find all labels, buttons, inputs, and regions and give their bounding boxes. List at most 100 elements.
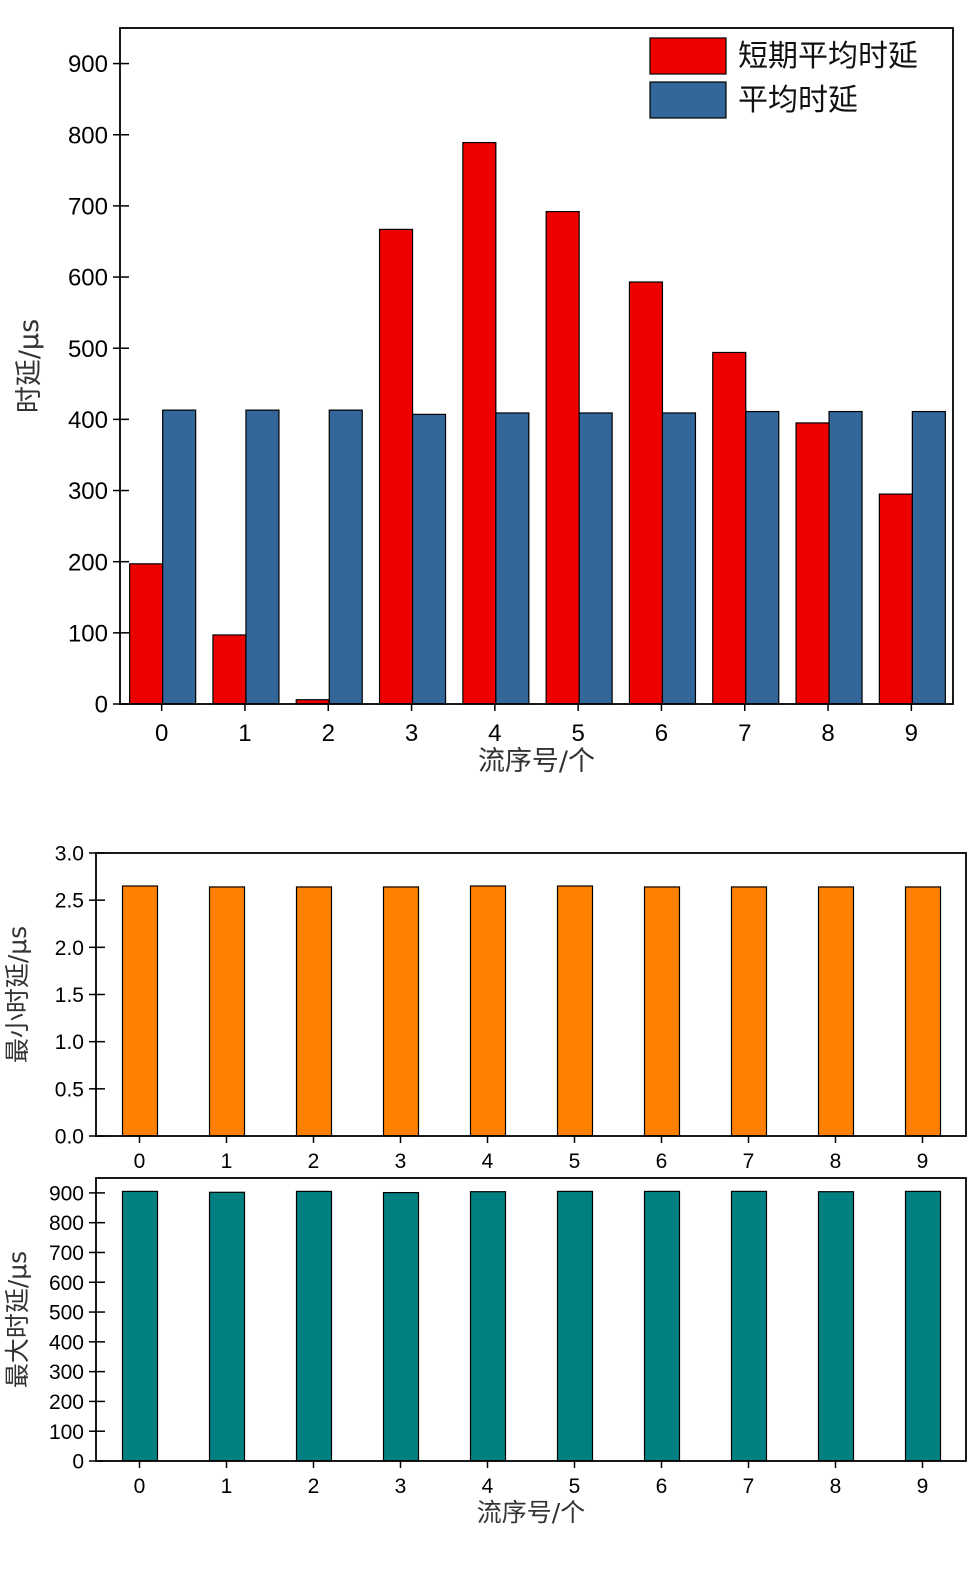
x-tick-label: 6 <box>656 1150 668 1173</box>
x-tick-label: 7 <box>738 720 751 747</box>
x-tick-label: 2 <box>308 1150 320 1173</box>
bar-series1-6 <box>643 886 681 1137</box>
bar-series1-1 <box>208 886 246 1137</box>
x-tick-label: 0 <box>155 720 168 747</box>
x-tick-label: 2 <box>308 1475 320 1498</box>
y-tick-label: 100 <box>68 620 108 647</box>
bar-series1-5 <box>545 210 580 705</box>
bar-series1-9 <box>904 886 942 1137</box>
bar-series1-7 <box>730 886 768 1137</box>
y-tick-label: 2.0 <box>55 937 84 960</box>
bar-series2-8 <box>828 410 863 705</box>
bar-series1-7 <box>730 1190 768 1462</box>
bar-series1-8 <box>817 886 855 1137</box>
x-tick-label: 4 <box>482 1475 494 1498</box>
x-axis-title: 流序号/个 <box>477 1498 585 1527</box>
bar-series1-0 <box>129 563 164 705</box>
legend-swatch-2 <box>649 81 727 119</box>
plot-frame <box>95 1177 967 1462</box>
x-tick-label: 0 <box>134 1475 146 1498</box>
bar-series1-9 <box>904 1190 942 1462</box>
x-tick-label: 9 <box>917 1150 929 1173</box>
bar-series1-6 <box>628 281 664 705</box>
bar-series1-4 <box>462 141 497 705</box>
y-tick-label: 1.0 <box>55 1031 84 1054</box>
x-tick-label: 3 <box>395 1150 407 1173</box>
bar-series1-5 <box>556 1190 594 1462</box>
bar-series2-2 <box>328 409 363 705</box>
y-axis-title: 最小时延/μs <box>3 926 32 1063</box>
bar-series2-1 <box>245 409 280 705</box>
bar-series1-6 <box>643 1190 681 1462</box>
x-tick-label: 9 <box>917 1475 929 1498</box>
bar-series1-8 <box>795 422 830 705</box>
bar-series1-3 <box>378 228 414 705</box>
y-tick-label: 200 <box>68 549 108 576</box>
y-tick-label: 600 <box>68 265 108 292</box>
x-tick-label: 1 <box>238 720 251 747</box>
y-tick-label: 200 <box>49 1391 84 1414</box>
bar-series1-4 <box>469 1191 507 1462</box>
legend-label-2: 平均时延 <box>738 83 858 118</box>
bar-series2-5 <box>578 412 613 705</box>
y-tick-label: 0 <box>72 1451 84 1474</box>
x-tick-label: 5 <box>569 1150 581 1173</box>
x-tick-label: 5 <box>569 1475 581 1498</box>
x-tick-label: 3 <box>405 720 418 747</box>
bar-series1-1 <box>208 1191 246 1462</box>
x-tick-label: 7 <box>743 1150 755 1173</box>
chart-3: 0 100 200 300 400 500 600 700 800 900 0 1 2 3 4 5 6 7 8 9 流序… <box>3 1177 967 1527</box>
x-tick-label: 6 <box>656 1475 668 1498</box>
y-tick-label: 2.5 <box>55 890 84 913</box>
bar-series2-3 <box>411 413 447 705</box>
y-tick-label: 0.0 <box>55 1126 84 1149</box>
plot-frame <box>119 27 954 705</box>
y-tick-label: 300 <box>68 478 108 505</box>
bar-series1-2 <box>295 1190 333 1462</box>
x-tick-label: 4 <box>482 1150 494 1173</box>
y-tick-label: 3.0 <box>55 843 84 866</box>
y-tick-label: 400 <box>49 1331 84 1354</box>
bar-series1-0 <box>121 885 159 1137</box>
x-tick-label: 5 <box>571 720 584 747</box>
x-tick-label: 2 <box>322 720 335 747</box>
legend-label-1: 短期平均时延 <box>738 39 918 74</box>
x-tick-label: 6 <box>655 720 668 747</box>
y-tick-label: 1.5 <box>55 984 84 1007</box>
y-tick-label: 800 <box>49 1212 84 1235</box>
bar-series1-8 <box>817 1191 855 1462</box>
y-axis-title: 时延/μs <box>14 319 45 413</box>
y-tick-label: 500 <box>49 1302 84 1325</box>
x-tick-label: 8 <box>830 1475 842 1498</box>
chart-1: 0 100 200 300 400 500 600 700 800 900 0 1 2 3 4 5 6 7 8 9 流序… <box>14 27 954 777</box>
x-tick-label: 3 <box>395 1475 407 1498</box>
x-tick-label: 7 <box>743 1475 755 1498</box>
x-tick-label: 4 <box>488 720 501 747</box>
x-tick-label: 8 <box>830 1150 842 1173</box>
bar-series1-4 <box>469 885 507 1137</box>
x-tick-label: 0 <box>134 1150 146 1173</box>
x-tick-label: 8 <box>821 720 834 747</box>
y-tick-label: 0 <box>95 692 108 719</box>
bar-series2-6 <box>661 412 697 705</box>
y-tick-label: 800 <box>68 122 108 149</box>
bar-series1-5 <box>556 885 594 1137</box>
legend-swatch-1 <box>649 37 727 75</box>
y-tick-label: 600 <box>49 1272 84 1295</box>
y-tick-label: 300 <box>49 1361 84 1384</box>
y-tick-label: 100 <box>49 1421 84 1444</box>
chart-2: 0.0 0.5 1.0 1.5 2.0 2.5 3.0 0 1 2 3 4 5 6 7 8 9 最小时延/μs <box>3 843 967 1173</box>
bar-series1-0 <box>121 1190 159 1462</box>
y-tick-label: 900 <box>68 51 108 78</box>
y-tick-label: 700 <box>49 1242 84 1265</box>
bar-series1-3 <box>382 886 420 1137</box>
y-tick-label: 500 <box>68 336 108 363</box>
y-axis-title: 最大时延/μs <box>3 1251 32 1388</box>
y-tick-label: 700 <box>68 194 108 221</box>
bar-series2-9 <box>911 410 946 705</box>
y-tick-label: 900 <box>49 1182 84 1205</box>
bar-series1-7 <box>712 351 747 705</box>
x-tick-label: 9 <box>905 720 918 747</box>
bar-series1-9 <box>878 493 913 705</box>
